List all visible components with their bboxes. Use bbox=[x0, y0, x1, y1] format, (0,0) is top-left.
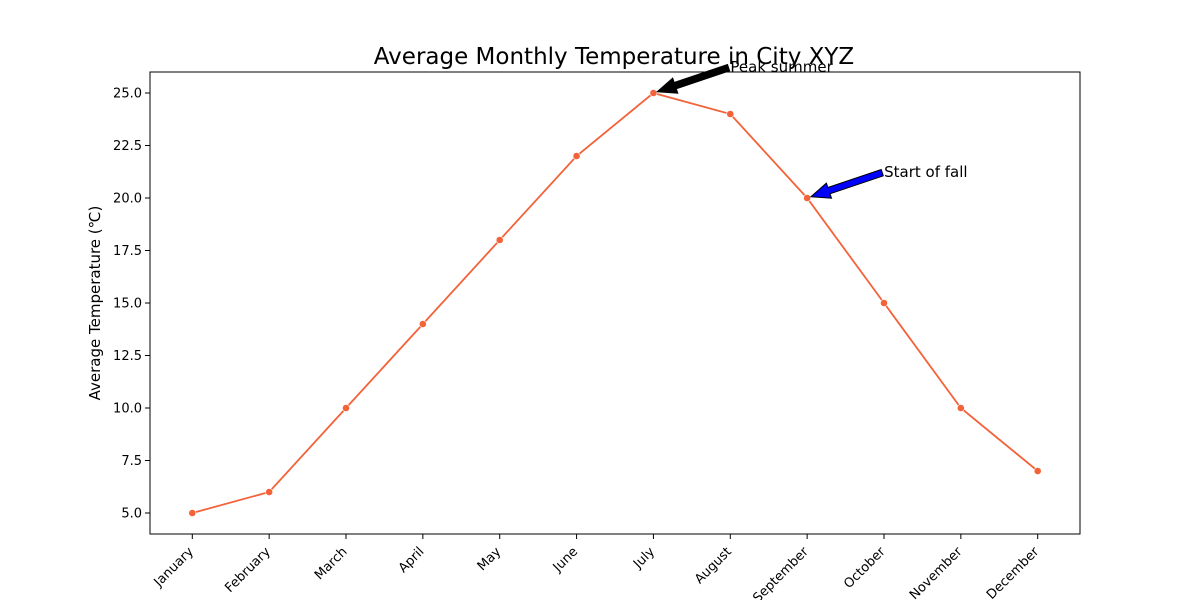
data-point bbox=[726, 110, 735, 118]
y-axis: 5.0 7.5 10.0 12.5 15.0 17.5 20.0 22.5 25.0 bbox=[113, 87, 150, 522]
plot-frame bbox=[149, 71, 1081, 535]
y-axis-label: Average Temperature (℃) bbox=[86, 206, 104, 401]
x-tick-label: December bbox=[984, 544, 1043, 600]
chart-title: Average Monthly Temperature in City XYZ bbox=[374, 44, 854, 70]
data-point bbox=[495, 236, 504, 244]
data-point bbox=[956, 404, 965, 412]
x-tick-label: June bbox=[550, 544, 581, 575]
y-tick-label: 20.0 bbox=[113, 192, 142, 207]
data-point bbox=[342, 404, 350, 412]
y-tick-label: 12.5 bbox=[113, 349, 142, 364]
y-tick-label: 15.0 bbox=[113, 297, 142, 312]
data-point bbox=[803, 194, 812, 202]
x-axis: January February March April May June July Augu… bbox=[151, 534, 1043, 600]
y-tick-label: 25.0 bbox=[113, 87, 142, 102]
data-point bbox=[572, 152, 581, 160]
x-tick-label: January bbox=[151, 544, 197, 590]
annotation-label: Start of fall bbox=[884, 163, 967, 181]
x-tick-label: March bbox=[312, 544, 351, 583]
annotation-arrow bbox=[655, 63, 731, 94]
data-point bbox=[418, 320, 427, 328]
x-tick-label: November bbox=[907, 544, 966, 600]
series-line bbox=[192, 92, 1039, 514]
data-point bbox=[1033, 467, 1042, 475]
series-layer bbox=[188, 89, 1042, 517]
x-tick-label: May bbox=[475, 544, 505, 574]
data-point bbox=[649, 89, 658, 97]
y-tick-label: 7.5 bbox=[121, 454, 142, 469]
x-tick-label: October bbox=[841, 544, 889, 592]
y-tick-label: 17.5 bbox=[113, 244, 142, 259]
annotation-arrow bbox=[809, 168, 884, 199]
data-point bbox=[188, 509, 197, 517]
x-tick-label: April bbox=[396, 544, 428, 576]
y-tick-label: 10.0 bbox=[113, 402, 142, 417]
y-tick-label: 5.0 bbox=[121, 507, 142, 522]
x-tick-label: February bbox=[222, 544, 274, 596]
annotation-label: Peak summer bbox=[730, 58, 833, 76]
data-point bbox=[880, 299, 888, 307]
x-tick-label: August bbox=[692, 544, 735, 587]
annotation-layer: Peak summer Start of fall bbox=[655, 58, 968, 199]
y-tick-label: 22.5 bbox=[113, 139, 142, 154]
x-tick-label: September bbox=[750, 544, 812, 600]
data-point bbox=[265, 488, 274, 496]
x-tick-label: July bbox=[630, 544, 658, 572]
